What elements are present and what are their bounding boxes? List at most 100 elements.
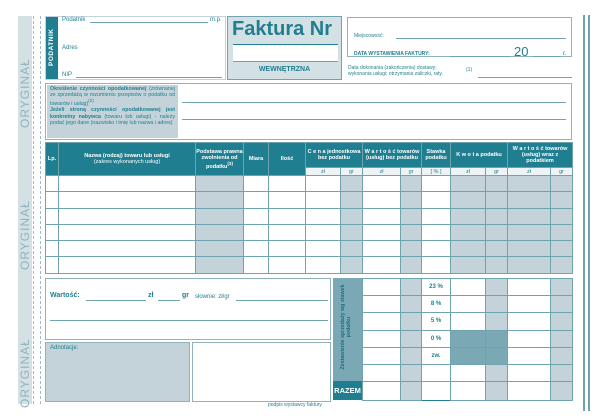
table-cell[interactable] [399, 174, 423, 193]
amount-zl-field[interactable] [86, 300, 146, 301]
table-cell[interactable] [243, 174, 269, 193]
summary-total-cell[interactable] [450, 381, 486, 402]
table-cell[interactable] [268, 256, 306, 274]
place-field[interactable] [396, 38, 566, 39]
summary-cell[interactable] [400, 295, 422, 314]
summary-total-cell[interactable] [507, 381, 551, 402]
summary-cell[interactable] [362, 295, 401, 314]
table-cell[interactable] [243, 240, 269, 258]
table-cell[interactable] [58, 240, 196, 258]
table-cell[interactable] [305, 191, 341, 209]
table-cell[interactable] [195, 174, 244, 193]
table-cell[interactable] [340, 256, 363, 274]
summary-cell[interactable] [362, 346, 401, 365]
issue-day-field[interactable] [450, 56, 510, 57]
table-cell[interactable] [550, 223, 574, 242]
table-cell[interactable] [399, 240, 423, 258]
table-cell[interactable] [399, 223, 423, 242]
invoice-number-field[interactable] [233, 44, 338, 62]
table-cell[interactable] [340, 207, 363, 225]
table-cell[interactable] [421, 256, 452, 274]
table-cell[interactable] [305, 207, 341, 225]
table-cell[interactable] [485, 256, 509, 274]
summary-cell[interactable] [450, 329, 486, 348]
table-cell[interactable] [58, 223, 196, 242]
table-cell[interactable] [421, 223, 452, 242]
table-cell[interactable] [485, 223, 509, 242]
summary-cell[interactable] [550, 277, 573, 297]
summary-cell[interactable] [550, 312, 573, 331]
summary-cell[interactable] [485, 295, 508, 314]
nip-field[interactable] [76, 77, 222, 78]
table-cell[interactable] [45, 223, 59, 242]
table-cell[interactable] [399, 256, 423, 274]
table-cell[interactable] [268, 207, 306, 225]
table-cell[interactable] [305, 223, 341, 242]
table-cell[interactable] [362, 207, 401, 225]
table-cell[interactable] [421, 240, 452, 258]
summary-cell[interactable] [450, 346, 486, 365]
table-cell[interactable] [195, 207, 244, 225]
table-cell[interactable] [485, 174, 509, 193]
delivery-date-field[interactable] [478, 77, 572, 78]
table-cell[interactable] [450, 223, 487, 242]
table-cell[interactable] [340, 174, 363, 193]
summary-cell[interactable] [485, 312, 508, 331]
table-cell[interactable] [507, 223, 552, 242]
amount-words-field[interactable] [236, 300, 328, 301]
table-cell[interactable] [340, 191, 363, 209]
summary-cell[interactable] [450, 363, 486, 383]
table-cell[interactable] [58, 207, 196, 225]
table-cell[interactable] [58, 256, 196, 274]
table-cell[interactable] [305, 256, 341, 274]
table-cell[interactable] [268, 191, 306, 209]
table-cell[interactable] [243, 191, 269, 209]
summary-cell[interactable] [485, 277, 508, 297]
summary-cell[interactable] [400, 363, 422, 383]
table-cell[interactable] [399, 191, 423, 209]
signature-box[interactable] [192, 342, 331, 402]
summary-total-cell[interactable] [550, 381, 573, 402]
table-cell[interactable] [268, 240, 306, 258]
table-cell[interactable] [550, 240, 574, 258]
table-cell[interactable] [421, 191, 452, 209]
table-cell[interactable] [45, 207, 59, 225]
amount-words-field[interactable] [50, 320, 328, 321]
summary-cell[interactable] [485, 346, 508, 365]
table-cell[interactable] [362, 191, 401, 209]
table-cell[interactable] [421, 174, 452, 193]
table-cell[interactable] [550, 207, 574, 225]
summary-cell[interactable] [507, 363, 551, 383]
summary-cell[interactable] [400, 312, 422, 331]
table-cell[interactable] [507, 174, 552, 193]
summary-cell[interactable] [507, 295, 551, 314]
table-cell[interactable] [399, 207, 423, 225]
table-cell[interactable] [195, 240, 244, 258]
table-cell[interactable] [507, 191, 552, 209]
issue-year-field[interactable] [533, 56, 561, 57]
summary-cell[interactable] [507, 312, 551, 331]
table-cell[interactable] [421, 207, 452, 225]
summary-total-cell[interactable] [485, 381, 508, 402]
table-cell[interactable] [507, 240, 552, 258]
table-cell[interactable] [507, 207, 552, 225]
table-cell[interactable] [195, 223, 244, 242]
table-cell[interactable] [58, 191, 196, 209]
table-cell[interactable] [340, 240, 363, 258]
table-cell[interactable] [305, 174, 341, 193]
table-cell[interactable] [485, 191, 509, 209]
table-cell[interactable] [450, 207, 487, 225]
table-cell[interactable] [195, 256, 244, 274]
summary-cell[interactable] [550, 363, 573, 383]
table-cell[interactable] [362, 240, 401, 258]
table-cell[interactable] [362, 256, 401, 274]
table-cell[interactable] [550, 174, 574, 193]
summary-cell[interactable] [400, 329, 422, 348]
table-cell[interactable] [362, 223, 401, 242]
summary-cell[interactable] [450, 277, 486, 297]
activity-field[interactable] [182, 119, 566, 120]
table-cell[interactable] [550, 191, 574, 209]
table-cell[interactable] [268, 223, 306, 242]
table-cell[interactable] [450, 240, 487, 258]
summary-cell[interactable] [485, 363, 508, 383]
